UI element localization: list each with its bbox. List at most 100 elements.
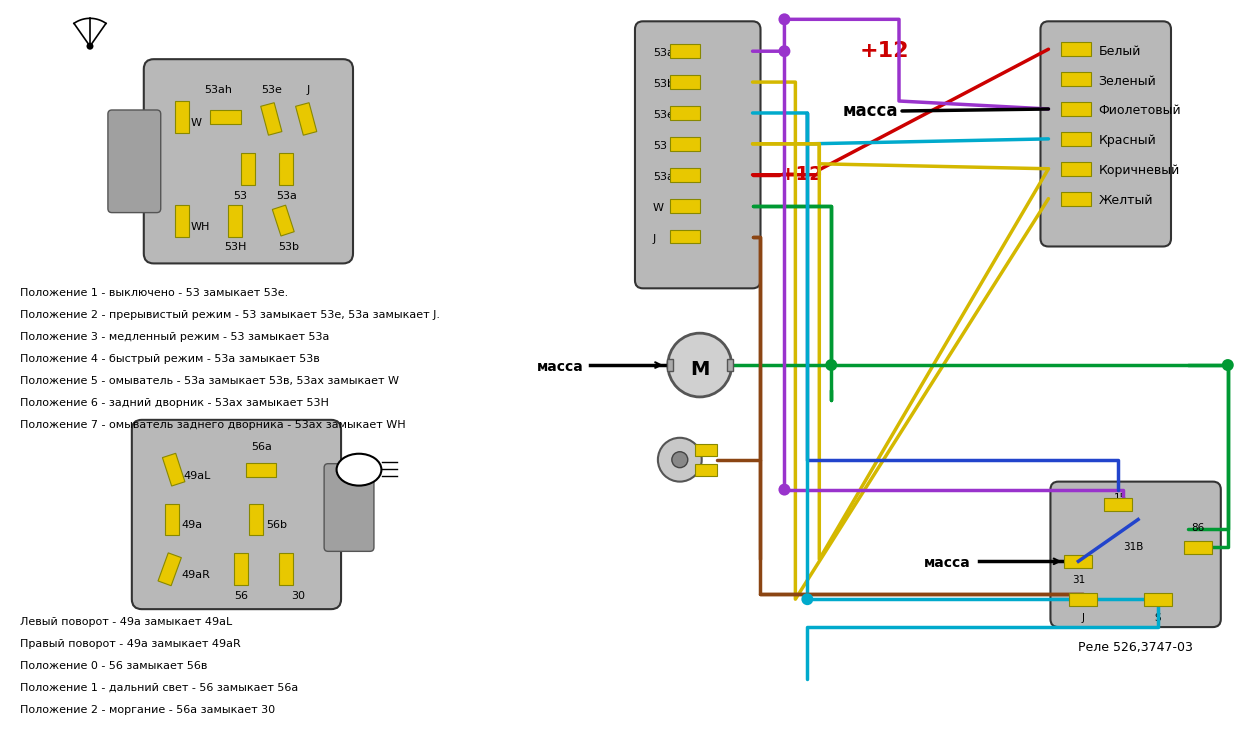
Text: W: W	[653, 203, 664, 212]
Bar	[1064, 555, 1093, 568]
Text: Левый поворот - 49а замыкает 49aL: Левый поворот - 49а замыкает 49aL	[20, 617, 232, 627]
Text: Красный: Красный	[1098, 135, 1156, 147]
Circle shape	[779, 484, 790, 496]
Bar	[695, 444, 717, 456]
Text: 53H: 53H	[225, 243, 246, 253]
Bar	[295, 103, 317, 135]
Bar	[1184, 541, 1212, 554]
Bar	[235, 553, 249, 585]
Text: 31: 31	[1071, 575, 1085, 585]
Text: +12: +12	[859, 42, 908, 61]
Text: Положение 5 - омыватель - 53а замыкает 53в, 53ах замыкает W: Положение 5 - омыватель - 53а замыкает 5…	[20, 376, 399, 386]
Text: J: J	[306, 85, 310, 95]
FancyBboxPatch shape	[132, 420, 342, 609]
Text: Коричневый: Коричневый	[1098, 164, 1179, 177]
Bar	[727, 359, 732, 371]
Bar	[279, 153, 293, 184]
Bar	[1144, 593, 1172, 606]
Text: Положение 4 - быстрый режим - 53а замыкает 53в: Положение 4 - быстрый режим - 53а замыка…	[20, 354, 320, 364]
Bar	[1061, 42, 1091, 56]
Bar	[1061, 72, 1091, 86]
Bar	[669, 137, 700, 151]
Bar	[1069, 593, 1098, 606]
Text: масса: масса	[843, 102, 898, 120]
Text: Фиолетовый: Фиолетовый	[1098, 104, 1181, 117]
Text: масса: масса	[536, 360, 583, 374]
Bar	[165, 503, 178, 535]
Bar	[1061, 102, 1091, 116]
Text: 53ah: 53ah	[653, 172, 681, 181]
Text: 53a: 53a	[653, 48, 673, 58]
Circle shape	[779, 45, 790, 57]
Bar	[162, 454, 185, 486]
Circle shape	[87, 43, 93, 50]
Text: 49aR: 49aR	[182, 570, 211, 581]
Text: 53a: 53a	[276, 191, 296, 200]
Text: 53e: 53e	[261, 85, 281, 95]
Text: S: S	[1154, 613, 1162, 623]
Text: Положение 1 - выключено - 53 замыкает 53е.: Положение 1 - выключено - 53 замыкает 53…	[20, 288, 289, 299]
Text: 49a: 49a	[182, 520, 202, 531]
Text: M: M	[690, 360, 710, 379]
Text: 53b: 53b	[653, 79, 674, 89]
FancyBboxPatch shape	[108, 110, 161, 212]
Circle shape	[672, 452, 688, 468]
Bar	[669, 230, 700, 243]
Bar	[667, 359, 673, 371]
Bar	[695, 463, 717, 476]
Bar	[1061, 132, 1091, 146]
Bar	[1104, 498, 1132, 511]
Bar	[210, 110, 241, 124]
Text: Зеленый: Зеленый	[1098, 75, 1156, 88]
Bar	[669, 106, 700, 120]
FancyBboxPatch shape	[1040, 21, 1171, 246]
Bar	[229, 205, 242, 237]
Text: Желтый: Желтый	[1098, 194, 1153, 207]
FancyBboxPatch shape	[636, 21, 761, 288]
Circle shape	[658, 438, 702, 482]
Bar	[261, 103, 281, 135]
Text: 56: 56	[235, 591, 249, 601]
Bar	[669, 168, 700, 181]
Text: масса: масса	[924, 556, 971, 570]
Bar	[279, 553, 293, 585]
Text: J: J	[653, 234, 656, 243]
Text: 56a: 56a	[251, 442, 271, 452]
Bar	[669, 75, 700, 89]
Bar	[246, 463, 276, 476]
Text: 86: 86	[1191, 523, 1205, 534]
Bar	[669, 199, 700, 212]
Text: W: W	[191, 118, 202, 128]
Text: 56b: 56b	[266, 520, 288, 531]
Circle shape	[779, 14, 790, 25]
Bar	[1061, 192, 1091, 206]
FancyBboxPatch shape	[324, 463, 374, 551]
Bar	[250, 503, 264, 535]
Text: Положение 0 - 56 замыкает 56в: Положение 0 - 56 замыкает 56в	[20, 661, 207, 671]
Text: Положение 1 - дальний свет - 56 замыкает 56а: Положение 1 - дальний свет - 56 замыкает…	[20, 683, 299, 693]
Text: 53: 53	[653, 141, 667, 151]
FancyBboxPatch shape	[1050, 482, 1221, 627]
Circle shape	[801, 593, 814, 605]
Text: Реле 526,3747-03: Реле 526,3747-03	[1078, 641, 1193, 654]
Bar	[175, 101, 188, 133]
Circle shape	[825, 359, 838, 371]
Text: 31B: 31B	[1123, 542, 1143, 553]
Text: WH: WH	[191, 222, 210, 231]
Bar	[669, 45, 700, 58]
Text: 53e: 53e	[653, 110, 673, 120]
Text: 15: 15	[1114, 493, 1127, 503]
Text: Белый: Белый	[1098, 45, 1140, 57]
Text: 53ah: 53ah	[205, 85, 232, 95]
Text: 49aL: 49aL	[183, 471, 211, 481]
Circle shape	[1222, 359, 1233, 371]
Text: Положение 2 - моргание - 56а замыкает 30: Положение 2 - моргание - 56а замыкает 30	[20, 705, 275, 714]
Circle shape	[668, 333, 731, 397]
Text: Положение 3 - медленный режим - 53 замыкает 53а: Положение 3 - медленный режим - 53 замык…	[20, 332, 329, 342]
Text: Правый поворот - 49а замыкает 49aR: Правый поворот - 49а замыкает 49aR	[20, 639, 241, 649]
Bar	[175, 205, 188, 237]
Bar	[158, 553, 181, 586]
Text: J: J	[1081, 613, 1085, 623]
Text: 53b: 53b	[278, 243, 299, 253]
FancyBboxPatch shape	[143, 59, 353, 263]
